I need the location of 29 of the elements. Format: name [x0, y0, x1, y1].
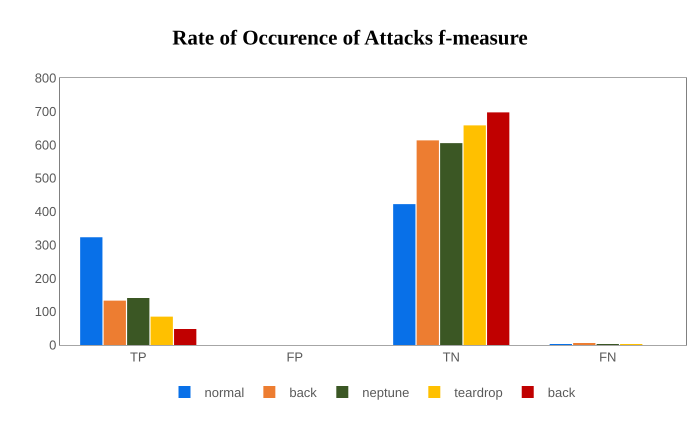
- y-tick-label: 500: [34, 170, 56, 186]
- y-tick-label: 400: [34, 204, 56, 220]
- legend-label: neptune: [362, 385, 410, 400]
- legend-label: back: [289, 385, 318, 400]
- y-tick-label: 600: [34, 137, 56, 152]
- bar: [104, 300, 126, 345]
- bar: [464, 125, 486, 345]
- bar: [393, 204, 416, 345]
- x-tick-label: FP: [286, 350, 304, 365]
- y-tick-label: 200: [34, 270, 56, 286]
- x-tick-label: TP: [130, 350, 147, 365]
- y-tick-label: 100: [34, 304, 56, 320]
- legend-label: teardrop: [454, 385, 503, 400]
- x-tick-label: TN: [442, 350, 460, 365]
- bar: [174, 328, 196, 345]
- bar: [416, 140, 439, 345]
- bar: [80, 237, 102, 345]
- bar: [150, 316, 173, 345]
- y-tick-label: 300: [34, 237, 56, 252]
- legend-label: normal: [204, 385, 244, 400]
- chart-title: Rate of Occurence of Attacks f-measure: [172, 25, 528, 50]
- legend-label: back: [548, 385, 576, 400]
- y-tick-label: 0: [49, 338, 56, 353]
- bar: [487, 112, 510, 345]
- bar: [127, 298, 150, 345]
- y-tick-label: 700: [34, 104, 56, 119]
- y-tick-label: 800: [34, 70, 56, 86]
- bar: [440, 143, 462, 345]
- x-tick-label: FN: [599, 350, 616, 365]
